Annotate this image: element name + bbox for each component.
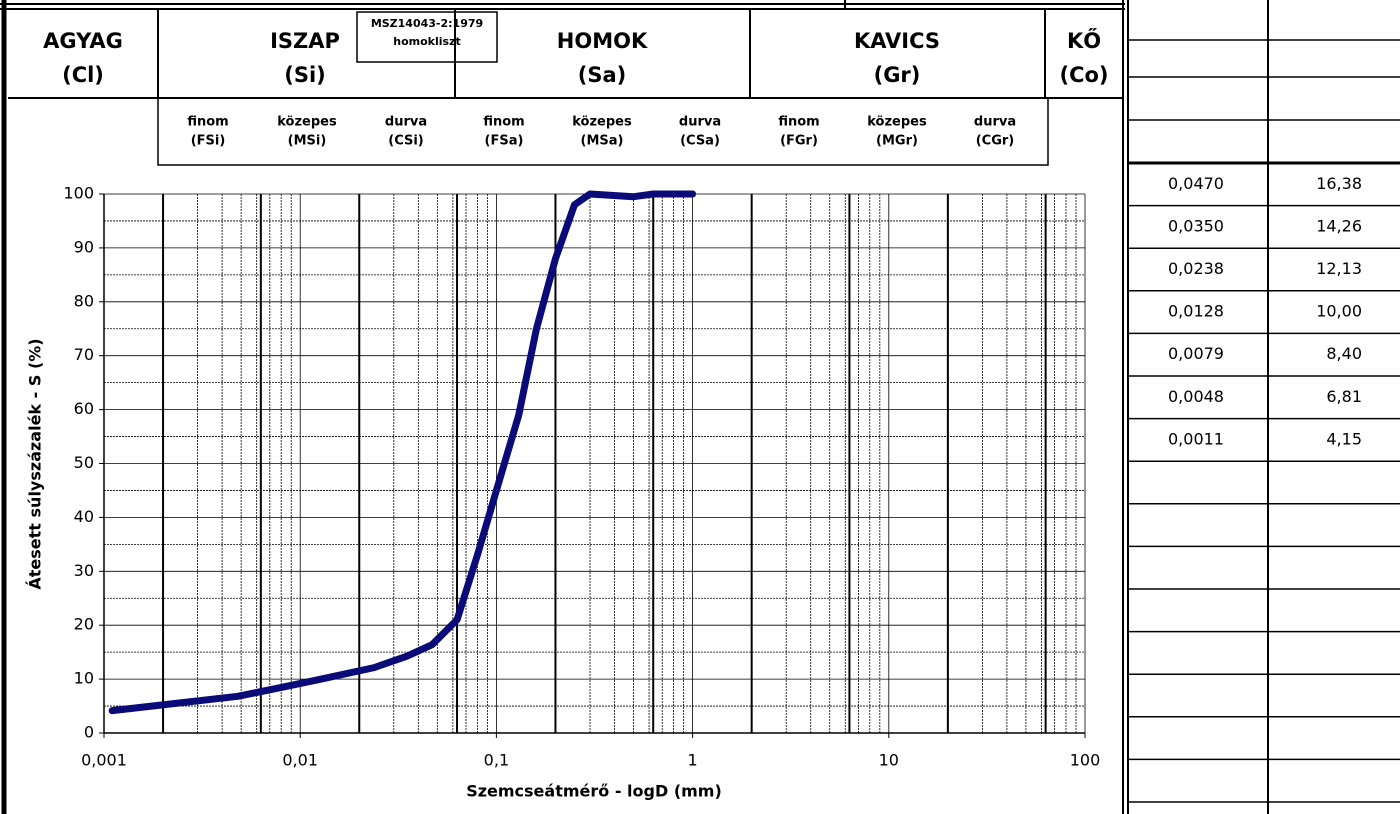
table-cell: 10,00	[1316, 302, 1362, 321]
y-tick-label: 0	[84, 723, 94, 742]
table-cell: 0,0238	[1168, 259, 1224, 278]
band-code: (Gr)	[874, 63, 921, 87]
x-tick-label: 0,1	[484, 751, 509, 770]
table-cell: 12,13	[1316, 259, 1362, 278]
subband-name: durva	[679, 115, 721, 130]
subband-name: közepes	[277, 115, 337, 130]
y-tick-label: 70	[74, 345, 94, 364]
y-tick-label: 90	[74, 237, 94, 256]
x-tick-label: 0,001	[81, 751, 127, 770]
y-tick-label: 60	[74, 399, 94, 418]
subband-name: közepes	[867, 115, 927, 130]
table-cell: 14,26	[1316, 216, 1362, 235]
x-tick-label: 0,01	[282, 751, 318, 770]
subband-name: finom	[483, 115, 524, 130]
table-cell: 0,0048	[1168, 387, 1224, 406]
band-name: KAVICS	[854, 29, 940, 53]
table-cell: 4,15	[1326, 429, 1362, 448]
subband-code: (MSa)	[581, 134, 624, 149]
table-cell: 0,0470	[1168, 174, 1224, 193]
table-grid	[1128, 0, 1400, 814]
y-tick-label: 30	[74, 561, 94, 580]
band-code: (Si)	[284, 63, 326, 87]
x-axis-label: Szemcseátmérő - logD (mm)	[466, 782, 722, 801]
band-code: (Cl)	[62, 63, 104, 87]
y-axis-label: Átesett súlyszázalék - S (%)	[26, 338, 45, 589]
band-name: HOMOK	[557, 29, 648, 53]
note: MSZ14043-2:1979	[371, 17, 483, 30]
y-tick-label: 40	[74, 507, 94, 526]
subband-code: (MSi)	[288, 134, 327, 149]
curve	[108, 190, 697, 715]
subband-name: finom	[778, 115, 819, 130]
x-tick-label: 10	[879, 751, 899, 770]
x-tick-label: 100	[1070, 751, 1101, 770]
table-cell: 0,0128	[1168, 302, 1224, 321]
y-tick-label: 80	[74, 291, 94, 310]
table-cell: 0,0079	[1168, 344, 1224, 363]
subband-code: (FGr)	[780, 134, 818, 149]
frame	[0, 0, 1129, 814]
table-cell: 8,40	[1326, 344, 1362, 363]
table-cell: 16,38	[1316, 174, 1362, 193]
subband-code: (CSi)	[388, 134, 423, 149]
subband-name: finom	[187, 115, 228, 130]
band-code: (Sa)	[578, 63, 627, 87]
band-name: AGYAG	[43, 29, 123, 53]
subband-code: (MGr)	[876, 134, 918, 149]
subband-code: (FSi)	[191, 134, 226, 149]
subband-name: durva	[385, 115, 427, 130]
note: homokliszt	[393, 35, 460, 48]
y-tick-label: 20	[74, 615, 94, 634]
y-tick-label: 100	[63, 184, 94, 203]
table-cell: 0,0011	[1168, 429, 1224, 448]
table-cell: 6,81	[1326, 387, 1362, 406]
table-cell: 0,0350	[1168, 216, 1224, 235]
y-tick-label: 10	[74, 669, 94, 688]
subband-code: (CGr)	[976, 134, 1015, 149]
subband-name: durva	[974, 115, 1016, 130]
subband-code: (CSa)	[680, 134, 720, 149]
y-tick-label: 50	[74, 453, 94, 472]
band-name: KŐ	[1067, 28, 1101, 53]
band-code: (Co)	[1059, 63, 1108, 87]
subband-code: (FSa)	[485, 134, 524, 149]
subband-name: közepes	[572, 115, 632, 130]
band-name: ISZAP	[270, 29, 340, 53]
x-tick-label: 1	[688, 751, 698, 770]
